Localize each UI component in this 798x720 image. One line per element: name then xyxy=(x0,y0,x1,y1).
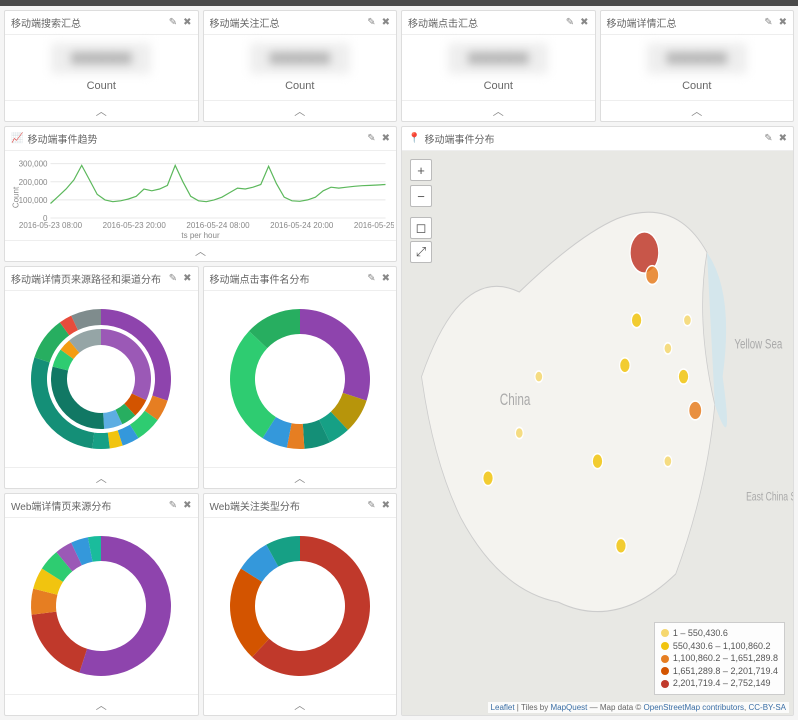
close-icon[interactable]: ✖ xyxy=(580,17,588,28)
pan-button[interactable]: ⤢ xyxy=(410,241,432,263)
donut-chart xyxy=(21,526,181,686)
cc-link[interactable]: CC-BY-SA xyxy=(749,703,787,712)
chart-icon: 📈 xyxy=(11,133,23,144)
close-icon[interactable]: ✖ xyxy=(183,500,191,511)
svg-text:2016-05-24 08:00: 2016-05-24 08:00 xyxy=(186,221,250,230)
close-icon[interactable]: ✖ xyxy=(382,133,390,144)
svg-text:ts per hour: ts per hour xyxy=(181,231,220,240)
panel-title: 移动端点击事件名分布 xyxy=(210,271,310,286)
zoom-in-button[interactable]: + xyxy=(410,159,432,181)
panel-title: 移动端搜索汇总 xyxy=(11,15,81,30)
collapse-toggle[interactable]: ︿ xyxy=(204,694,397,715)
svg-text:100,000: 100,000 xyxy=(19,196,48,205)
metric-label: Count xyxy=(285,80,314,92)
donut-panel: 移动端点击事件名分布 ✎ ✖ ︿ xyxy=(203,266,398,489)
donut-chart xyxy=(21,299,181,459)
collapse-toggle[interactable]: ︿ xyxy=(601,100,794,121)
edit-icon[interactable]: ✎ xyxy=(367,17,375,28)
leaflet-link[interactable]: Leaflet xyxy=(491,703,515,712)
svg-text:2016-05-23 20:00: 2016-05-23 20:00 xyxy=(103,221,167,230)
edit-icon[interactable]: ✎ xyxy=(566,17,574,28)
box-select-button[interactable]: ◻ xyxy=(410,217,432,239)
svg-text:300,000: 300,000 xyxy=(19,160,48,169)
collapse-toggle[interactable]: ︿ xyxy=(204,467,397,488)
svg-text:200,000: 200,000 xyxy=(19,178,48,187)
metric-label: Count xyxy=(87,80,116,92)
edit-icon[interactable]: ✎ xyxy=(169,500,177,511)
legend-row: 1 – 550,430.6 xyxy=(661,627,778,640)
svg-text:2016-05-25 08:00: 2016-05-25 08:00 xyxy=(354,221,394,230)
donut-panel: Web端详情页来源分布 ✎ ✖ ︿ xyxy=(4,493,199,716)
trend-panel: 📈移动端事件趋势 ✎ ✖ 0100,000200,000300,0002016-… xyxy=(4,126,397,262)
donut-chart xyxy=(220,299,380,459)
panel-title: 移动端事件分布 xyxy=(424,131,494,146)
legend-row: 1,100,860.2 – 1,651,289.8 xyxy=(661,652,778,665)
edit-icon[interactable]: ✎ xyxy=(169,273,177,284)
donut-panel: Web端关注类型分布 ✎ ✖ ︿ xyxy=(203,493,398,716)
close-icon[interactable]: ✖ xyxy=(183,17,191,28)
edit-icon[interactable]: ✎ xyxy=(367,500,375,511)
pin-icon: 📍 xyxy=(408,133,420,144)
line-chart: 0100,000200,000300,0002016-05-23 08:0020… xyxy=(7,155,394,240)
close-icon[interactable]: ✖ xyxy=(779,17,787,28)
edit-icon[interactable]: ✎ xyxy=(169,17,177,28)
metric-value: ■■■■■ xyxy=(51,43,151,74)
zoom-out-button[interactable]: − xyxy=(410,185,432,207)
panel-title: 移动端点击汇总 xyxy=(408,15,478,30)
collapse-toggle[interactable]: ︿ xyxy=(204,100,397,121)
close-icon[interactable]: ✖ xyxy=(382,273,390,284)
donut-chart xyxy=(220,526,380,686)
panel-title: 移动端事件趋势 xyxy=(27,131,97,146)
svg-text:East China Sea: East China Sea xyxy=(746,490,793,504)
collapse-toggle[interactable]: ︿ xyxy=(5,467,198,488)
osm-link[interactable]: OpenStreetMap contributors xyxy=(644,703,745,712)
collapse-toggle[interactable]: ︿ xyxy=(5,694,198,715)
svg-text:China: China xyxy=(500,391,531,410)
metric-label: Count xyxy=(484,80,513,92)
panel-title: 移动端关注汇总 xyxy=(210,15,280,30)
metric-value: ■■■■■ xyxy=(250,43,350,74)
legend-row: 2,201,719.4 – 2,752,149 xyxy=(661,677,778,690)
panel-title: 移动端详情页来源路径和渠道分布 xyxy=(11,271,161,286)
metric-panel: 移动端点击汇总 ✎ ✖ ■■■■■ Count ︿ xyxy=(401,10,596,122)
panel-title: Web端关注类型分布 xyxy=(210,498,300,513)
legend-row: 550,430.6 – 1,100,860.2 xyxy=(661,640,778,653)
edit-icon[interactable]: ✎ xyxy=(764,133,772,144)
donut-panel: 移动端详情页来源路径和渠道分布 ✎ ✖ ︿ xyxy=(4,266,199,489)
metric-panel: 移动端详情汇总 ✎ ✖ ■■■■■ Count ︿ xyxy=(600,10,795,122)
close-icon[interactable]: ✖ xyxy=(779,133,787,144)
svg-text:2016-05-23 08:00: 2016-05-23 08:00 xyxy=(19,221,83,230)
metric-value: ■■■■■ xyxy=(448,43,548,74)
legend-row: 1,651,289.8 – 2,201,719.4 xyxy=(661,665,778,678)
collapse-toggle[interactable]: ︿ xyxy=(5,100,198,121)
mapquest-link[interactable]: MapQuest xyxy=(550,703,587,712)
metric-label: Count xyxy=(682,80,711,92)
collapse-toggle[interactable]: ︿ xyxy=(5,240,396,261)
panel-title: 移动端详情汇总 xyxy=(607,15,677,30)
metric-panel: 移动端关注汇总 ✎ ✖ ■■■■■ Count ︿ xyxy=(203,10,398,122)
edit-icon[interactable]: ✎ xyxy=(367,133,375,144)
svg-text:Count: Count xyxy=(12,186,21,208)
edit-icon[interactable]: ✎ xyxy=(764,17,772,28)
map-legend: 1 – 550,430.6550,430.6 – 1,100,860.21,10… xyxy=(654,622,785,695)
collapse-toggle[interactable]: ︿ xyxy=(402,100,595,121)
metric-panel: 移动端搜索汇总 ✎ ✖ ■■■■■ Count ︿ xyxy=(4,10,199,122)
close-icon[interactable]: ✖ xyxy=(382,500,390,511)
close-icon[interactable]: ✖ xyxy=(183,273,191,284)
svg-text:Yellow Sea: Yellow Sea xyxy=(734,336,782,352)
panel-title: Web端详情页来源分布 xyxy=(11,498,111,513)
metric-value: ■■■■■ xyxy=(647,43,747,74)
map-panel: 📍 移动端事件分布 ✎ ✖ China Yellow Sea East China… xyxy=(401,126,794,716)
edit-icon[interactable]: ✎ xyxy=(367,273,375,284)
map-attribution: Leaflet | Tiles by MapQuest — Map data ©… xyxy=(488,702,789,713)
close-icon[interactable]: ✖ xyxy=(382,17,390,28)
svg-text:2016-05-24 20:00: 2016-05-24 20:00 xyxy=(270,221,334,230)
